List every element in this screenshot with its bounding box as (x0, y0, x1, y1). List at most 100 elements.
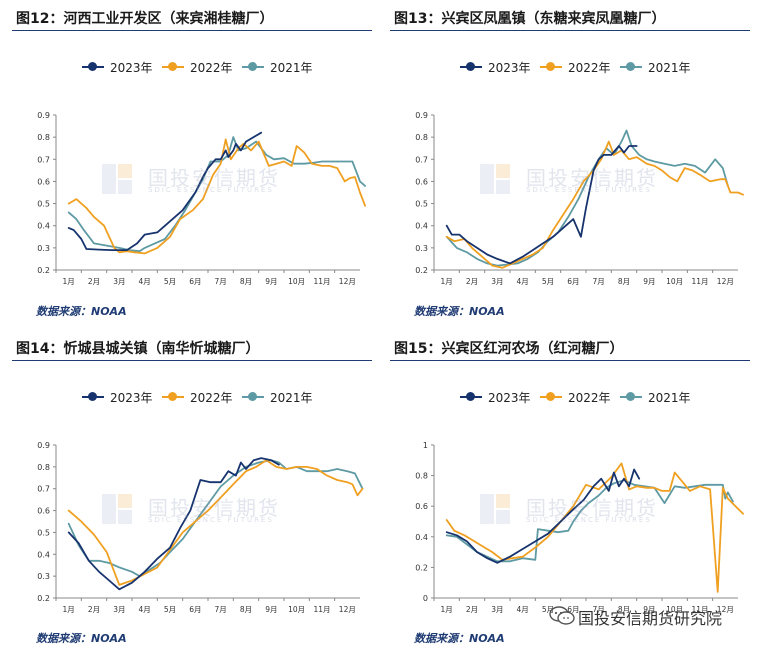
x-tick-label: 12月 (339, 605, 356, 614)
x-tick-label: 6月 (189, 277, 201, 286)
y-tick-label: 0.5 (37, 200, 50, 209)
legend-marker (466, 62, 475, 71)
x-tick-label: 9月 (265, 605, 277, 614)
x-tick-label: 11月 (313, 277, 330, 286)
legend-marker (546, 62, 555, 71)
chart-panel-12: 图12：河西工业开发区（来宾湘桂糖厂） 2023年 2022年 2021年 0.2 0… (12, 0, 372, 320)
x-tick-label: 5月 (542, 605, 554, 614)
legend-marker (248, 392, 257, 401)
legend-label: 2022年 (190, 61, 233, 75)
x-tick-label: 8月 (618, 277, 630, 286)
chart-title: 图14：忻城县城关镇（南华忻城糖厂） (16, 341, 260, 357)
y-tick-label: 0.4 (415, 533, 428, 542)
y-tick-label: 0.9 (37, 111, 50, 120)
chart-title: 图13：兴宾区凤凰镇（东糖来宾凤凰糖厂） (394, 11, 666, 27)
y-tick-label: 0.6 (415, 502, 428, 511)
x-tick-label: 2月 (88, 277, 100, 286)
x-tick-label: 2月 (88, 605, 100, 614)
x-tick-label: 7月 (215, 605, 227, 614)
legend-marker (168, 62, 177, 71)
x-tick-label: 12月 (717, 277, 734, 286)
x-tick-label: 4月 (139, 605, 151, 614)
chart-panel-14: 图14：忻城县城关镇（南华忻城糖厂） 2023年 2022年 2021年 0.2 0.… (12, 330, 372, 650)
series-line-2021年 (445, 129, 729, 267)
x-tick-label: 3月 (491, 277, 503, 286)
series-line-2022年 (67, 459, 364, 586)
x-tick-label: 7月 (593, 605, 605, 614)
brand-name: 国投安信期货研究院 (578, 609, 723, 628)
x-tick-label: 8月 (618, 605, 630, 614)
y-tick-label: 0.2 (37, 594, 50, 603)
x-tick-label: 3月 (113, 605, 125, 614)
x-tick-label: 1月 (441, 605, 453, 614)
y-tick-label: 0.7 (37, 155, 50, 164)
x-tick-label: 6月 (189, 605, 201, 614)
y-tick-label: 0.7 (37, 485, 50, 494)
chart-legend: 2023年 2022年 2021年 (12, 387, 372, 407)
x-tick-label: 12月 (717, 605, 734, 614)
y-tick-label: 1 (423, 441, 428, 450)
x-tick-label: 8月 (240, 605, 252, 614)
legend-marker (466, 392, 475, 401)
chart-panel-15: 图15：兴宾区红河农场（红河糖厂） 2023年 2022年 2021年 0 0.2 0.… (390, 330, 750, 650)
series-line-2022年 (67, 138, 366, 255)
y-tick-label: 0.9 (415, 111, 428, 120)
series-line-2023年 (445, 145, 638, 265)
x-tick-label: 1月 (441, 277, 453, 286)
title-rule (12, 360, 372, 361)
series-line-2023年 (445, 468, 641, 564)
x-tick-label: 7月 (215, 277, 227, 286)
legend-marker (626, 392, 635, 401)
title-rule (390, 30, 750, 31)
x-tick-label: 11月 (313, 605, 330, 614)
chart-source: 数据来源：NOAA (36, 632, 127, 645)
series-line-2023年 (67, 457, 280, 591)
legend-marker (546, 392, 555, 401)
legend-label: 2023年 (488, 61, 531, 75)
y-tick-label: 0.4 (415, 222, 428, 231)
series-line-2023年 (67, 131, 263, 251)
x-tick-label: 5月 (164, 277, 176, 286)
y-tick-label: 0.6 (415, 177, 428, 186)
series-line-2021年 (67, 136, 366, 253)
x-tick-label: 9月 (643, 277, 655, 286)
chart-legend: 2023年 2022年 2021年 (390, 57, 750, 77)
chart-panel-13: 图13：兴宾区凤凰镇（东糖来宾凤凰糖厂） 2023年 2022年 2021年 0.2… (390, 0, 750, 320)
legend-marker (626, 62, 635, 71)
x-tick-label: 10月 (288, 605, 305, 614)
x-tick-label: 4月 (517, 605, 529, 614)
line-chart: 0.2 0.3 0.4 0.5 0.6 0.7 0.8 0.9 1月 2月 3月 4月 5月 6月 7月 8月… (37, 441, 364, 614)
x-tick-label: 2月 (466, 605, 478, 614)
line-chart: 0.2 0.3 0.4 0.5 0.6 0.7 0.8 0.9 1月 2月 3月 4月 5月 6月 7月 8月… (37, 111, 366, 286)
brand-footer: 国投安信期货研究院 (548, 603, 770, 629)
y-tick-label: 0.3 (37, 244, 50, 253)
legend-marker (88, 392, 97, 401)
y-tick-label: 0.6 (37, 177, 50, 186)
y-tick-label: 0.6 (37, 507, 50, 516)
x-tick-label: 10月 (666, 277, 683, 286)
title-rule (12, 30, 372, 31)
line-chart: 0.2 0.3 0.4 0.5 0.6 0.7 0.8 0.9 1月 2月 3月 4月 5月 6月 7月 8月… (415, 111, 744, 286)
legend-label: 2021年 (648, 61, 691, 75)
chart-source: 数据来源：NOAA (414, 305, 505, 318)
x-tick-label: 1月 (63, 605, 75, 614)
x-tick-label: 4月 (139, 277, 151, 286)
legend-label: 2023年 (488, 391, 531, 405)
x-tick-label: 5月 (164, 605, 176, 614)
y-tick-label: 0.2 (415, 563, 428, 572)
x-tick-label: 10月 (288, 277, 305, 286)
y-tick-label: 0.8 (37, 133, 50, 142)
x-tick-label: 9月 (643, 605, 655, 614)
title-rule (390, 360, 750, 361)
x-tick-label: 6月 (567, 605, 579, 614)
y-tick-label: 0.5 (415, 200, 428, 209)
x-tick-label: 9月 (265, 277, 277, 286)
wechat-icon (549, 606, 575, 625)
legend-label: 2021年 (270, 61, 313, 75)
x-tick-label: 5月 (542, 277, 554, 286)
x-tick-label: 3月 (113, 277, 125, 286)
y-tick-label: 0.4 (37, 222, 50, 231)
series-line-2021年 (67, 459, 364, 577)
y-tick-label: 0.7 (415, 155, 428, 164)
y-tick-label: 0.8 (37, 463, 50, 472)
